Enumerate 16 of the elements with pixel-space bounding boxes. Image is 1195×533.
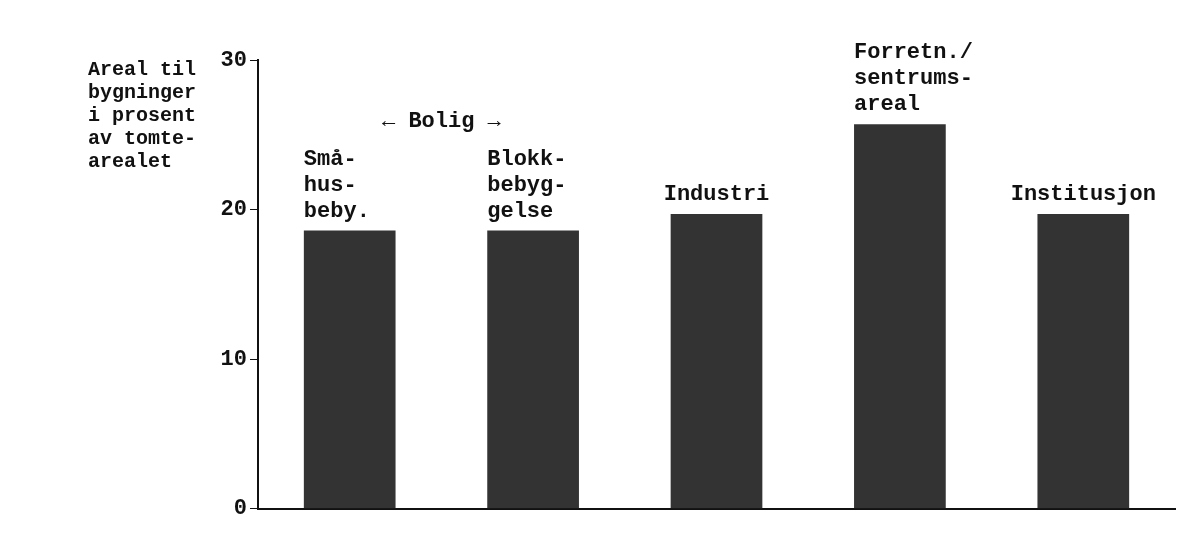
x-tick-label: Industri [663,182,770,208]
x-tick-label: Blokk- bebyg- gelse [487,146,567,224]
bar [303,230,396,509]
annotation: ← Bolig → [381,108,502,134]
x-tick-label: Forretn./ sentrums- areal [854,40,973,118]
y-tick-label: 0 [233,496,247,522]
bar [1037,214,1130,509]
y-tick-label: 10 [220,346,247,372]
y-axis-title: Areal til bygninger i prosent av tomte- arealet [88,58,197,173]
bar [487,230,579,509]
bar [854,124,946,509]
x-tick-label: Institusjon [1010,182,1156,208]
bar [670,214,763,509]
y-tick-label: 20 [220,197,247,223]
x-tick-label: Små- hus- beby. [303,146,370,224]
y-tick-label: 30 [220,47,247,73]
